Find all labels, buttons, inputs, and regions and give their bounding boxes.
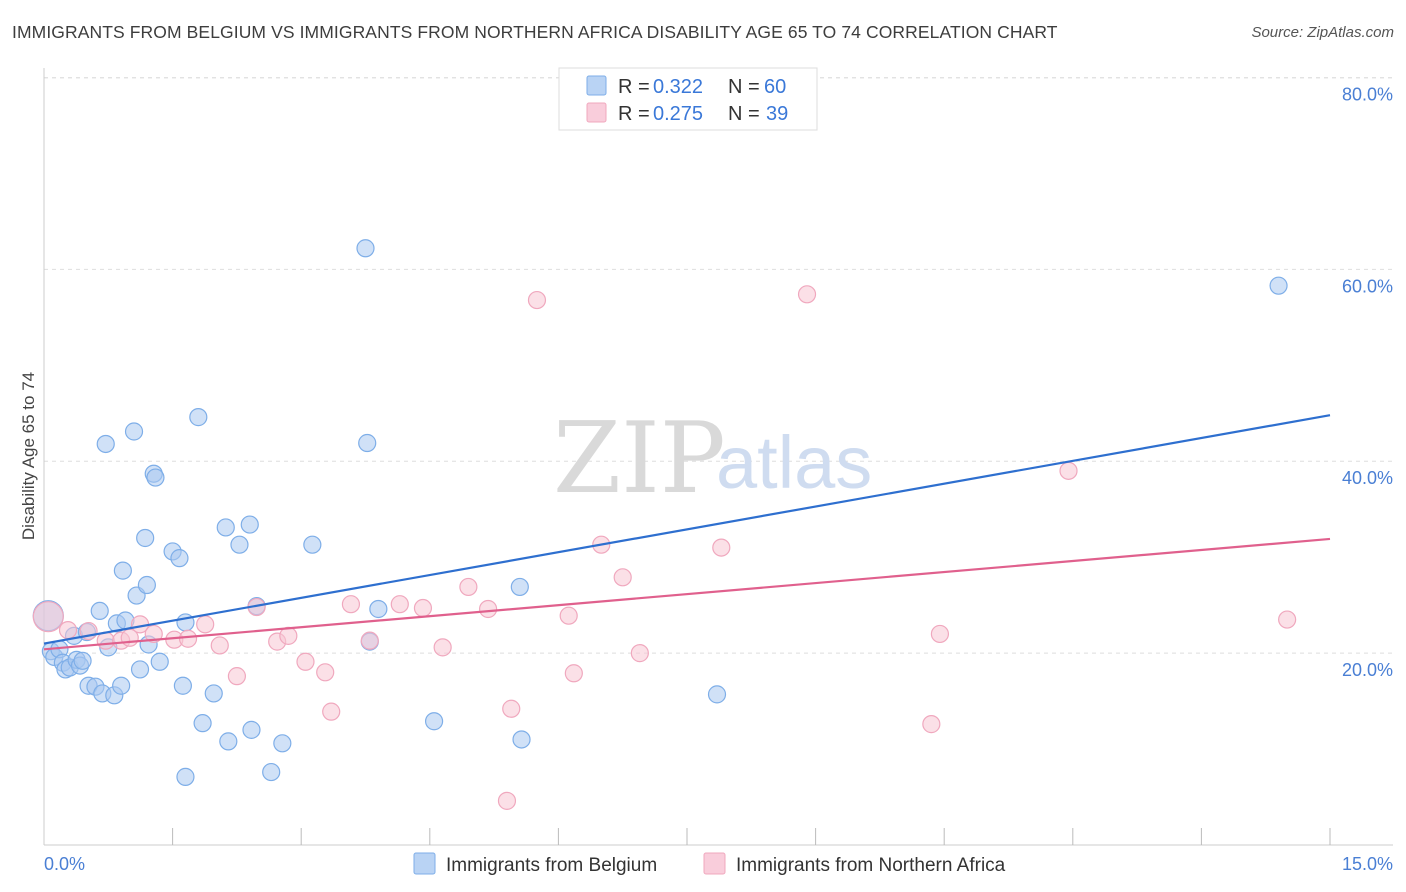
point-northern-africa bbox=[316, 663, 335, 682]
point-belgium bbox=[204, 684, 223, 703]
legend-r-label-northern-africa: R = bbox=[618, 103, 650, 125]
point-belgium bbox=[262, 762, 281, 782]
y-axis-label: Disability Age 65 to 74 bbox=[19, 372, 38, 540]
point-northern-africa bbox=[433, 638, 452, 657]
grid-layer bbox=[44, 76, 1393, 654]
point-northern-africa bbox=[497, 791, 517, 810]
point-belgium bbox=[303, 535, 322, 554]
point-northern-africa bbox=[930, 624, 950, 644]
point-belgium bbox=[146, 468, 165, 487]
legend-n-value-northern-africa: 39 bbox=[766, 103, 788, 125]
legend-r-label-belgium: R = bbox=[618, 76, 650, 98]
point-belgium bbox=[73, 651, 92, 670]
point-northern-africa bbox=[413, 598, 433, 618]
point-northern-africa bbox=[502, 699, 521, 718]
y-tick-label: 20.0% bbox=[1342, 660, 1393, 680]
point-northern-africa bbox=[390, 595, 409, 614]
point-northern-africa bbox=[559, 606, 578, 625]
point-northern-africa bbox=[360, 631, 379, 650]
point-northern-africa bbox=[527, 290, 547, 310]
point-northern-africa bbox=[564, 664, 583, 683]
trendline-northern-africa bbox=[43, 537, 1331, 651]
trendline-belgium bbox=[43, 414, 1331, 645]
trend-layer bbox=[43, 414, 1331, 651]
legend-n-value-belgium: 60 bbox=[764, 76, 786, 98]
point-belgium bbox=[242, 720, 261, 739]
bottom-legend-label-northern-africa: Immigrants from Northern Africa bbox=[736, 855, 1006, 876]
legend-swatch-belgium bbox=[586, 75, 607, 96]
point-belgium bbox=[136, 528, 155, 548]
point-northern-africa bbox=[712, 538, 731, 557]
point-belgium bbox=[240, 515, 259, 534]
y-tick-label: 60.0% bbox=[1342, 276, 1393, 296]
point-belgium bbox=[510, 577, 529, 597]
point-northern-africa bbox=[58, 620, 78, 640]
point-northern-africa bbox=[144, 624, 163, 644]
watermark-atlas: atlas bbox=[716, 421, 872, 504]
point-belgium bbox=[356, 239, 375, 258]
point-belgium bbox=[113, 561, 132, 580]
point-northern-africa bbox=[1278, 610, 1297, 629]
point-belgium bbox=[176, 767, 195, 786]
point-belgium bbox=[216, 518, 235, 537]
point-belgium bbox=[189, 408, 208, 427]
point-northern-africa bbox=[322, 702, 341, 721]
point-belgium bbox=[112, 676, 131, 695]
point-northern-africa bbox=[478, 599, 498, 619]
point-northern-africa bbox=[922, 715, 941, 734]
bottom-legend-label-belgium: Immigrants from Belgium bbox=[446, 855, 657, 876]
points-layer bbox=[32, 239, 1297, 810]
point-northern-africa bbox=[630, 644, 649, 663]
point-northern-africa bbox=[196, 615, 215, 634]
point-belgium bbox=[90, 601, 109, 621]
point-belgium bbox=[369, 599, 388, 619]
point-northern-africa bbox=[210, 636, 229, 655]
point-belgium bbox=[230, 535, 249, 554]
point-northern-africa bbox=[296, 652, 315, 671]
legend-r-value-belgium: 0.322 bbox=[653, 76, 703, 98]
point-belgium bbox=[170, 549, 189, 568]
point-belgium bbox=[1269, 276, 1288, 295]
point-belgium bbox=[96, 434, 115, 454]
point-belgium bbox=[273, 734, 292, 753]
bottom-legend-swatch-northern-africa bbox=[703, 852, 726, 875]
point-belgium bbox=[150, 652, 169, 671]
point-northern-africa bbox=[459, 577, 478, 597]
legend-n-label-belgium: N = bbox=[728, 76, 760, 98]
point-belgium bbox=[137, 575, 156, 595]
x-tick-label-min: 0.0% bbox=[44, 854, 85, 874]
point-belgium bbox=[707, 685, 727, 704]
legend-swatch-northern-africa bbox=[586, 102, 607, 123]
chart-source: Source: ZipAtlas.com bbox=[1251, 24, 1394, 41]
point-belgium bbox=[219, 732, 238, 751]
x-tick-label-max: 15.0% bbox=[1342, 854, 1393, 874]
point-northern-africa bbox=[797, 285, 817, 304]
point-belgium bbox=[358, 433, 377, 453]
point-northern-africa bbox=[613, 568, 632, 587]
point-belgium bbox=[130, 660, 150, 679]
bottom-legend-swatch-belgium bbox=[413, 852, 436, 875]
point-belgium bbox=[512, 730, 531, 749]
axis-layer: 20.0% 40.0% 60.0% 80.0% 0.0% 15.0% bbox=[43, 68, 1393, 874]
bottom-legend: Immigrants from Belgium Immigrants from … bbox=[413, 852, 1006, 876]
point-northern-africa bbox=[227, 667, 246, 686]
point-northern-africa bbox=[341, 595, 361, 614]
point-belgium bbox=[124, 422, 144, 441]
y-tick-label: 80.0% bbox=[1342, 84, 1393, 104]
point-northern-africa bbox=[1059, 461, 1078, 480]
legend: R = 0.322 N = 60 R = 0.275 N = 39 bbox=[558, 67, 818, 131]
legend-r-value-northern-africa: 0.275 bbox=[653, 103, 703, 125]
chart-title: IMMIGRANTS FROM BELGIUM VS IMMIGRANTS FR… bbox=[12, 22, 1058, 42]
watermark-zip: ZIP bbox=[553, 402, 726, 516]
point-northern-africa bbox=[32, 601, 64, 633]
y-tick-label: 40.0% bbox=[1342, 468, 1393, 488]
point-belgium bbox=[173, 676, 192, 695]
point-belgium bbox=[193, 714, 212, 733]
point-northern-africa bbox=[178, 629, 198, 648]
legend-n-label-northern-africa: N = bbox=[728, 103, 760, 125]
point-belgium bbox=[424, 712, 444, 731]
